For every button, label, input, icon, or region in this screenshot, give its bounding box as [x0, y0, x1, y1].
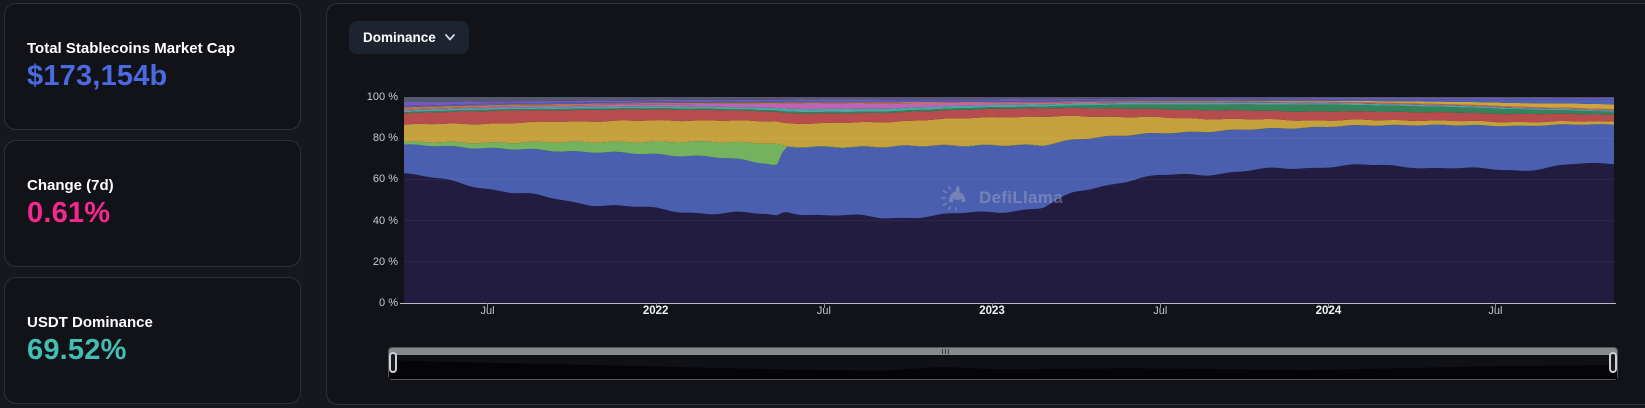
- change-7d-value: 0.61%: [27, 197, 111, 229]
- area-series-layer-medium-purple: [404, 97, 1614, 106]
- x-axis-tick: [1160, 303, 1162, 308]
- usdt-dominance-value: 69.52%: [27, 334, 127, 366]
- area-series-layer-red: [404, 107, 1614, 125]
- brush-minichart[interactable]: [389, 355, 1617, 379]
- x-axis-label: 2022: [642, 305, 669, 317]
- chevron-down-icon: [444, 34, 455, 41]
- change-7d-card: Change (7d) 0.61%: [4, 140, 301, 267]
- y-axis-label: 40 %: [372, 214, 398, 227]
- usdt-dominance-label: USDT Dominance: [27, 314, 153, 331]
- brush-minichart-svg: [389, 360, 1617, 379]
- total-stablecoins-market-cap-value: $173,154b: [27, 60, 168, 92]
- y-axis-label: 20 %: [372, 255, 398, 268]
- area-series-layer-magenta-pink: [404, 102, 1614, 111]
- x-axis-label: Jul: [1153, 305, 1168, 317]
- x-axis-label: Jul: [816, 305, 831, 317]
- usdt-dominance-card: USDT Dominance 69.52%: [4, 277, 301, 404]
- area-series-layer-gold-yellow: [404, 115, 1614, 148]
- dominance-stacked-area-chart[interactable]: [404, 97, 1614, 303]
- x-axis-tick: [655, 303, 657, 308]
- brush-grip-icon[interactable]: [941, 349, 952, 354]
- chart-range-brush[interactable]: [388, 347, 1618, 380]
- area-series-layer-slate-blue-grows-2024: [404, 99, 1614, 108]
- x-axis-tick: [487, 303, 489, 308]
- y-axis-label: 60 %: [372, 173, 398, 186]
- dominance-dropdown-label: Dominance: [363, 30, 436, 45]
- area-series-layer-dark-purple-bottom: [404, 162, 1614, 303]
- area-series-layer-sea-green: [404, 104, 1614, 115]
- x-axis-label: Jul: [1488, 305, 1503, 317]
- dominance-dropdown-button[interactable]: Dominance: [349, 21, 469, 54]
- area-series-layer-orange: [404, 101, 1614, 110]
- area-series-layer-muted-gray-top: [404, 97, 1614, 103]
- area-series-layer-teal: [404, 102, 1614, 113]
- x-axis-tick: [823, 303, 825, 308]
- brush-left-handle[interactable]: [389, 352, 397, 373]
- stacked-area-svg: [404, 97, 1614, 303]
- total-stablecoins-market-cap-card: Total Stablecoins Market Cap $173,154b: [4, 3, 301, 130]
- total-stablecoins-market-cap-label: Total Stablecoins Market Cap: [27, 40, 236, 57]
- x-axis-tick: [1495, 303, 1497, 308]
- area-series-layer-royal-blue: [404, 124, 1614, 219]
- change-7d-label: Change (7d): [27, 177, 114, 194]
- brush-scrollbar[interactable]: [389, 348, 1617, 355]
- x-axis-label: Jul: [480, 305, 495, 317]
- x-axis-tick: [1328, 303, 1330, 308]
- brush-area-silhouette: [389, 360, 1617, 379]
- y-axis-label: 100 %: [366, 91, 398, 103]
- y-axis-label: 80 %: [372, 132, 398, 145]
- brush-right-handle[interactable]: [1609, 352, 1617, 373]
- y-axis-label: 0 %: [379, 297, 398, 309]
- x-axis-label: 2023: [979, 305, 1005, 317]
- x-axis-tick: [992, 303, 994, 308]
- x-axis-label: 2024: [1315, 305, 1342, 317]
- x-axis-line: [400, 303, 1616, 304]
- area-series-layer-light-green-collapses-mid-2022: [404, 124, 1614, 165]
